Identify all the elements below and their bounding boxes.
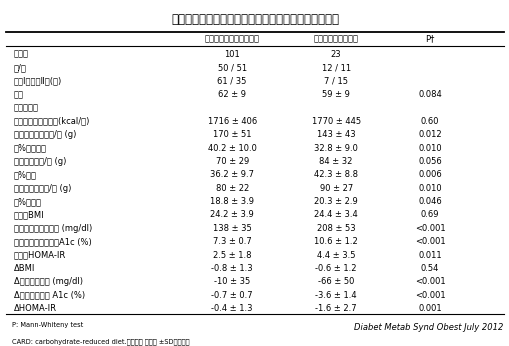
Text: 90 ± 27: 90 ± 27 [319,184,352,193]
Text: 脂質摂取量/日 (g): 脂質摂取量/日 (g) [14,157,66,166]
Text: 50 / 51: 50 / 51 [217,63,246,72]
Text: 0.084: 0.084 [417,90,441,99]
Text: 0.001: 0.001 [417,304,441,313]
Text: 20.3 ± 2.9: 20.3 ± 2.9 [314,197,357,206]
Text: P: Mann-Whiteny test: P: Mann-Whiteny test [12,322,82,328]
Text: 腎症Ⅰ期腎症Ⅱ期(数): 腎症Ⅰ期腎症Ⅱ期(数) [14,76,62,85]
Text: -1.6 ± 2.7: -1.6 ± 2.7 [315,304,356,313]
Text: 62 ± 9: 62 ± 9 [218,90,246,99]
Text: 0.60: 0.60 [420,117,438,126]
Text: 7 / 15: 7 / 15 [324,76,348,85]
Text: 0.54: 0.54 [420,264,438,273]
Text: <0.001: <0.001 [414,291,444,300]
Text: Diabet Metab Synd Obest July 2012: Diabet Metab Synd Obest July 2012 [353,323,502,332]
Text: 208 ± 53: 208 ± 53 [316,224,355,233]
Text: 蛋白質摂取量/日 (g): 蛋白質摂取量/日 (g) [14,184,71,193]
Text: 138 ± 35: 138 ± 35 [212,224,251,233]
Text: %蛋白質: %蛋白質 [14,197,42,206]
Text: 18.8 ± 3.9: 18.8 ± 3.9 [210,197,253,206]
Text: 7.3 ± 0.7: 7.3 ± 0.7 [212,237,251,246]
Text: 0.010: 0.010 [417,144,441,153]
Text: -0.8 ± 1.3: -0.8 ± 1.3 [211,264,252,273]
Text: %炭水化物: %炭水化物 [14,144,47,153]
Text: %脂質: %脂質 [14,170,37,179]
Text: ゆるやかなローカーボ群と厳しいローカーボ群の比較: ゆるやかなローカーボ群と厳しいローカーボ群の比較 [171,13,338,26]
Text: 厳しいローカーボ群: 厳しいローカーボ群 [313,34,358,43]
Text: 0.010: 0.010 [417,184,441,193]
Text: 170 ± 51: 170 ± 51 [213,130,251,139]
Text: 23: 23 [330,50,341,59]
Text: -0.7 ± 0.7: -0.7 ± 0.7 [211,291,252,300]
Text: 年齢: 年齢 [14,90,24,99]
Text: 0.046: 0.046 [417,197,441,206]
Text: ΔHOMA-IR: ΔHOMA-IR [14,304,57,313]
Text: -0.6 ± 1.2: -0.6 ± 1.2 [315,264,356,273]
Text: -3.6 ± 1.4: -3.6 ± 1.4 [315,291,356,300]
Text: 24.2 ± 3.9: 24.2 ± 3.9 [210,210,253,219]
Text: 0.006: 0.006 [417,170,441,179]
Text: 36.2 ± 9.7: 36.2 ± 9.7 [210,170,253,179]
Text: -66 ± 50: -66 ± 50 [317,277,354,286]
Text: -10 ± 35: -10 ± 35 [214,277,250,286]
Text: 24.4 ± 3.4: 24.4 ± 3.4 [314,210,357,219]
Text: 0.012: 0.012 [417,130,441,139]
Text: 70 ± 29: 70 ± 29 [215,157,248,166]
Text: <0.001: <0.001 [414,224,444,233]
Text: 12 / 11: 12 / 11 [321,63,350,72]
Text: 男/女: 男/女 [14,63,27,72]
Text: 2.5 ± 1.8: 2.5 ± 1.8 [213,251,251,260]
Text: 4.4 ± 3.5: 4.4 ± 3.5 [316,251,355,260]
Text: 32.8 ± 9.0: 32.8 ± 9.0 [314,144,357,153]
Text: 80 ± 22: 80 ± 22 [215,184,248,193]
Text: 0.056: 0.056 [417,157,441,166]
Text: 患者数: 患者数 [14,50,29,59]
Text: <0.001: <0.001 [414,277,444,286]
Text: P†: P† [425,34,434,43]
Text: 61 / 35: 61 / 35 [217,76,246,85]
Text: <0.001: <0.001 [414,237,444,246]
Text: 主要栄養素: 主要栄養素 [14,103,39,112]
Text: 84 ± 32: 84 ± 32 [319,157,352,166]
Text: CARD: carbohydrate-reduced diet.　数字は 平均値 ±SDで示す。: CARD: carbohydrate-reduced diet. 数字は 平均値… [12,338,189,345]
Text: 1716 ± 406: 1716 ± 406 [207,117,257,126]
Text: Δ空腹時血糖値 (mg/dl): Δ空腹時血糖値 (mg/dl) [14,277,83,286]
Text: 1770 ± 445: 1770 ± 445 [311,117,360,126]
Text: 40.2 ± 10.0: 40.2 ± 10.0 [207,144,256,153]
Text: 0.011: 0.011 [417,251,441,260]
Text: 42.3 ± 8.8: 42.3 ± 8.8 [314,170,357,179]
Text: 治療前空腹時血糖値 (mg/dl): 治療前空腹時血糖値 (mg/dl) [14,224,92,233]
Text: Δヘモグロビン A1c (%): Δヘモグロビン A1c (%) [14,291,85,300]
Text: ゆるやかなローカーボ群: ゆるやかなローカーボ群 [204,34,259,43]
Text: 101: 101 [224,50,240,59]
Text: 炭水化物摂取量/日 (g): 炭水化物摂取量/日 (g) [14,130,76,139]
Text: 総摂取エネルギー(kcal/日): 総摂取エネルギー(kcal/日) [14,117,90,126]
Text: 治療前HOMA-IR: 治療前HOMA-IR [14,251,66,260]
Text: 143 ± 43: 143 ± 43 [316,130,355,139]
Text: 0.69: 0.69 [420,210,438,219]
Text: 59 ± 9: 59 ± 9 [322,90,349,99]
Text: 治療前BMI: 治療前BMI [14,210,45,219]
Text: 治療前ヘモグロビンA1c (%): 治療前ヘモグロビンA1c (%) [14,237,92,246]
Text: -0.4 ± 1.3: -0.4 ± 1.3 [211,304,252,313]
Text: ΔBMI: ΔBMI [14,264,35,273]
Text: 10.6 ± 1.2: 10.6 ± 1.2 [314,237,357,246]
